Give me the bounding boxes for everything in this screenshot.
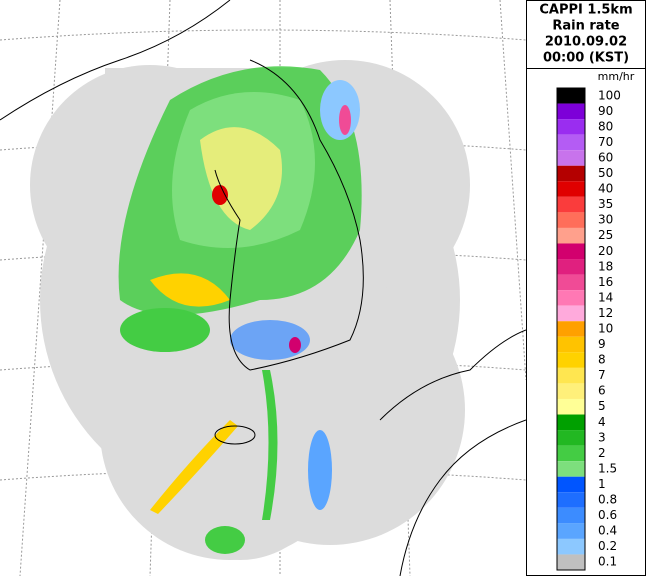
level-label: 8	[598, 353, 606, 367]
color-swatch	[557, 492, 585, 508]
level-label: 40	[598, 182, 613, 196]
color-swatch	[557, 165, 585, 182]
color-swatch	[557, 305, 585, 322]
color-swatch	[557, 445, 585, 462]
level-label: 80	[598, 119, 613, 133]
precipitation	[118, 66, 362, 554]
header-line: Rain rate	[552, 19, 619, 34]
color-swatch	[557, 181, 585, 197]
color-swatch	[557, 523, 585, 539]
color-swatch	[557, 243, 585, 260]
level-label: 60	[598, 150, 613, 164]
color-swatch	[557, 88, 585, 104]
header-line: 2010.09.02	[545, 35, 627, 50]
level-label: 0.4	[598, 524, 617, 538]
level-label: 3	[598, 430, 606, 444]
level-label: 12	[598, 306, 613, 320]
level-label: 90	[598, 104, 613, 118]
level-label: 20	[598, 244, 613, 258]
level-label: 4	[598, 415, 606, 429]
color-swatch	[557, 336, 585, 353]
panel-frame	[526, 0, 646, 576]
level-label: 1	[598, 477, 606, 491]
color-swatch	[557, 134, 585, 151]
color-swatch	[557, 290, 585, 306]
color-swatch	[557, 430, 585, 446]
color-swatch	[557, 461, 585, 477]
color-swatch	[557, 119, 585, 135]
header-line: 00:00 (KST)	[543, 51, 629, 66]
level-label: 10	[598, 322, 613, 336]
level-label: 6	[598, 384, 606, 398]
color-scale: 1009080706050403530252018161412109876543…	[556, 87, 621, 571]
level-label: 35	[598, 197, 613, 211]
color-swatch	[557, 398, 585, 415]
level-label: 1.5	[598, 461, 617, 475]
level-label: 18	[598, 259, 613, 273]
level-label: 7	[598, 368, 606, 382]
color-swatch	[557, 150, 585, 166]
radar-map	[0, 0, 526, 576]
level-label: 14	[598, 290, 613, 304]
level-label: 9	[598, 337, 606, 351]
level-label: 16	[598, 275, 613, 289]
color-swatch	[557, 538, 585, 555]
color-swatch	[557, 352, 585, 368]
level-label: 0.8	[598, 493, 617, 507]
level-label: 70	[598, 135, 613, 149]
level-label: 2	[598, 446, 606, 460]
swatch-frame	[556, 87, 586, 571]
color-swatch	[557, 367, 585, 384]
color-swatch	[557, 259, 585, 275]
color-swatch	[557, 274, 585, 291]
level-label: 5	[598, 399, 606, 413]
header-line: CAPPI 1.5km	[539, 3, 632, 18]
level-label: 0.6	[598, 508, 617, 522]
color-swatch	[557, 476, 585, 493]
color-swatch	[557, 196, 585, 213]
color-swatch	[557, 212, 585, 228]
legend-unit: mm/hr	[598, 70, 635, 83]
level-label: 50	[598, 166, 613, 180]
coastline	[0, 0, 526, 576]
color-swatch	[557, 103, 585, 120]
level-label: 25	[598, 228, 613, 242]
color-swatch	[557, 507, 585, 524]
level-label: 0.2	[598, 539, 617, 553]
level-label: 0.1	[598, 555, 617, 569]
color-swatch	[557, 554, 585, 570]
level-label: 30	[598, 213, 613, 227]
color-swatch	[557, 414, 585, 431]
color-swatch	[557, 321, 585, 337]
color-swatch	[557, 227, 585, 244]
level-label: 100	[598, 88, 621, 102]
color-swatch	[557, 383, 585, 399]
